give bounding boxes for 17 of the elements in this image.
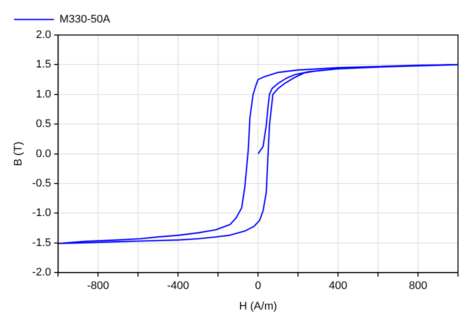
y-tick-label: 1.5 (36, 58, 52, 71)
x-axis-title: H (A/m) (239, 300, 278, 312)
x-tick-label: 0 (255, 280, 262, 292)
y-axis-title: B (T) (12, 142, 25, 166)
x-tick-label: 800 (408, 280, 428, 292)
y-tick-label: -1.5 (32, 236, 52, 249)
x-tick-label: 400 (328, 280, 348, 292)
x-tick-label: -400 (167, 280, 190, 292)
y-tick-label: 0.5 (36, 118, 52, 130)
y-tick-label: -0.5 (32, 178, 52, 190)
y-tick-label: -2.0 (32, 266, 52, 279)
y-tick-label: 2.0 (36, 29, 52, 42)
y-tick-label: -1.0 (32, 207, 52, 220)
y-tick-label: 1.0 (36, 88, 52, 100)
y-tick-label: 0.0 (36, 148, 52, 160)
x-tick-label: -800 (87, 280, 110, 292)
legend-label: M330-50A (60, 14, 111, 26)
